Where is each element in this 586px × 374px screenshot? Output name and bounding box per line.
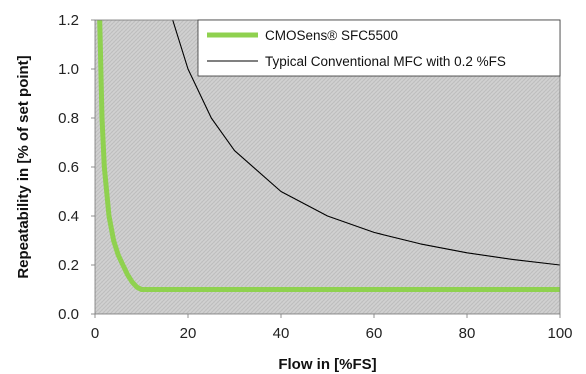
y-tick-label: 1.2 [58,12,79,29]
x-tick-label: 40 [273,325,290,342]
x-tick-label: 20 [180,325,197,342]
y-tick-label: 0.2 [58,257,79,274]
x-tick-label: 0 [91,325,99,342]
x-axis-title: Flow in [%FS] [278,356,376,373]
y-tick-label: 0.4 [58,208,79,225]
x-tick-label: 80 [459,325,476,342]
y-tick-label: 0.8 [58,110,79,127]
series-line-0 [97,20,560,292]
series-line-1 [172,20,560,266]
x-tick-label: 60 [366,325,383,342]
x-tick-label: 100 [547,325,572,342]
y-tick-label: 1.0 [58,61,79,78]
legend-label-conventional-mfc: Typical Conventional MFC with 0.2 %FS [265,54,506,69]
legend-label-sfc5500: CMOSens® SFC5500 [265,28,398,43]
legend: CMOSens® SFC5500 Typical Conventional MF… [197,19,561,77]
y-axis-title: Repeatability in [% of set point] [15,55,32,278]
legend-box [197,19,561,77]
y-tick-label: 0.6 [58,159,79,176]
y-tick-label: 0.0 [58,306,79,323]
